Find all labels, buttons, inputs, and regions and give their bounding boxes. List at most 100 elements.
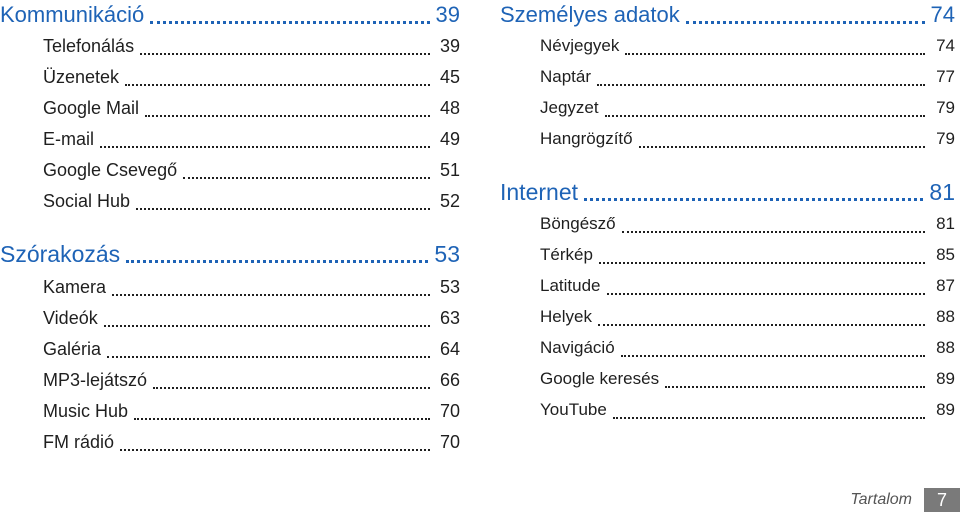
entry-label: Videók — [43, 308, 98, 328]
toc-entry[interactable]: Hangrögzítő 79 — [500, 129, 955, 153]
toc-section-heading[interactable]: Internet 81 — [500, 179, 955, 207]
dot-leader — [100, 146, 430, 148]
toc-entry[interactable]: MP3-lejátszó 66 — [0, 370, 460, 394]
toc-section-heading[interactable]: Személyes adatok 74 — [500, 2, 955, 30]
toc-entry[interactable]: Videók 63 — [0, 308, 460, 332]
entry-page: 49 — [439, 129, 460, 149]
toc-entry[interactable]: YouTube 89 — [500, 400, 955, 424]
toc-entry[interactable]: Latitude 87 — [500, 276, 955, 300]
toc-entry[interactable]: Naptár 77 — [500, 67, 955, 91]
entry-label: Navigáció — [540, 338, 615, 357]
entry-label: E-mail — [43, 129, 95, 149]
toc-entry[interactable]: Google keresés 89 — [500, 369, 955, 393]
entry-page: 79 — [936, 129, 955, 148]
toc-entry[interactable]: Üzenetek 45 — [0, 67, 460, 91]
section-page: 81 — [929, 179, 955, 205]
section-page: 53 — [434, 241, 460, 267]
entry-label: Telefonálás — [43, 36, 135, 56]
dot-leader — [612, 417, 925, 419]
dot-leader — [107, 356, 430, 358]
entry-page: 70 — [439, 432, 460, 452]
entry-page: 51 — [439, 160, 460, 180]
toc-entry[interactable]: Navigáció 88 — [500, 338, 955, 362]
toc-entry[interactable]: E-mail 49 — [0, 129, 460, 153]
entry-page: 52 — [439, 191, 460, 211]
entry-page: 48 — [439, 98, 460, 118]
entry-label: Social Hub — [43, 191, 131, 211]
dot-leader — [604, 115, 925, 117]
entry-label: Google Csevegő — [43, 160, 178, 180]
toc-section-heading[interactable]: Szórakozás 53 — [0, 241, 460, 269]
entry-page: 89 — [936, 400, 955, 419]
dot-leader — [120, 449, 430, 451]
dot-leader — [183, 177, 430, 179]
dot-leader — [625, 53, 925, 55]
section-page: 74 — [930, 2, 955, 27]
section-title: Személyes adatok — [500, 2, 680, 27]
page-number-badge: 7 — [924, 488, 960, 512]
footer-section-label: Tartalom — [850, 491, 912, 508]
toc-entry[interactable]: Helyek 88 — [500, 307, 955, 331]
entry-label: Helyek — [540, 307, 592, 326]
entry-page: 89 — [936, 369, 955, 388]
toc-entry[interactable]: Jegyzet 79 — [500, 98, 955, 122]
dot-leader — [140, 53, 430, 55]
entry-label: Google keresés — [540, 369, 660, 388]
toc-entry[interactable]: Kamera 53 — [0, 277, 460, 301]
entry-page: 81 — [936, 214, 955, 233]
section-title: Internet — [500, 179, 578, 205]
dot-leader — [620, 355, 925, 357]
entry-label: Music Hub — [43, 401, 129, 421]
entry-label: Google Mail — [43, 98, 140, 118]
dot-leader — [125, 84, 430, 86]
entry-label: Galéria — [43, 339, 102, 359]
toc-entry[interactable]: Telefonálás 39 — [0, 36, 460, 60]
entry-label: MP3-lejátszó — [43, 370, 148, 390]
toc-entry[interactable]: Böngésző 81 — [500, 214, 955, 238]
dot-leader — [621, 231, 925, 233]
entry-label: Latitude — [540, 276, 601, 295]
toc-entry[interactable]: Térkép 85 — [500, 245, 955, 269]
entry-page: 64 — [439, 339, 460, 359]
dot-leader — [685, 21, 925, 24]
toc-entry[interactable]: Névjegyek 74 — [500, 36, 955, 60]
toc-entry[interactable]: Google Mail 48 — [0, 98, 460, 122]
entry-page: 45 — [439, 67, 460, 87]
toc-entry[interactable]: Music Hub 70 — [0, 401, 460, 425]
entry-page: 53 — [439, 277, 460, 297]
dot-leader — [598, 262, 925, 264]
dot-leader — [153, 387, 430, 389]
entry-label: Névjegyek — [540, 36, 620, 55]
entry-page: 63 — [439, 308, 460, 328]
entry-page: 87 — [936, 276, 955, 295]
entry-label: Jegyzet — [540, 98, 599, 117]
dot-leader — [665, 386, 925, 388]
section-title: Kommunikáció — [0, 2, 145, 27]
page-footer: Tartalom 7 — [850, 488, 960, 512]
entry-label: Hangrögzítő — [540, 129, 633, 148]
entry-page: 88 — [936, 338, 955, 357]
dot-leader — [134, 418, 430, 420]
entry-page: 66 — [439, 370, 460, 390]
dot-leader — [103, 325, 430, 327]
dot-leader — [584, 198, 924, 201]
toc-entry[interactable]: FM rádió 70 — [0, 432, 460, 456]
section-page: 39 — [435, 2, 460, 27]
toc-entry[interactable]: Social Hub 52 — [0, 191, 460, 215]
dot-leader — [126, 260, 429, 263]
entry-page: 77 — [936, 67, 955, 86]
section-title: Szórakozás — [0, 241, 121, 267]
dot-leader — [597, 324, 925, 326]
dot-leader — [597, 84, 925, 86]
entry-page: 79 — [936, 98, 955, 117]
entry-page: 70 — [439, 401, 460, 421]
dot-leader — [112, 294, 430, 296]
entry-label: YouTube — [540, 400, 607, 419]
toc-section-heading[interactable]: Kommunikáció 39 — [0, 2, 460, 30]
toc-entry[interactable]: Galéria 64 — [0, 339, 460, 363]
dot-leader — [638, 146, 925, 148]
toc-entry[interactable]: Google Csevegő 51 — [0, 160, 460, 184]
entry-label: Böngésző — [540, 214, 616, 233]
dot-leader — [136, 208, 430, 210]
entry-page: 74 — [936, 36, 955, 55]
